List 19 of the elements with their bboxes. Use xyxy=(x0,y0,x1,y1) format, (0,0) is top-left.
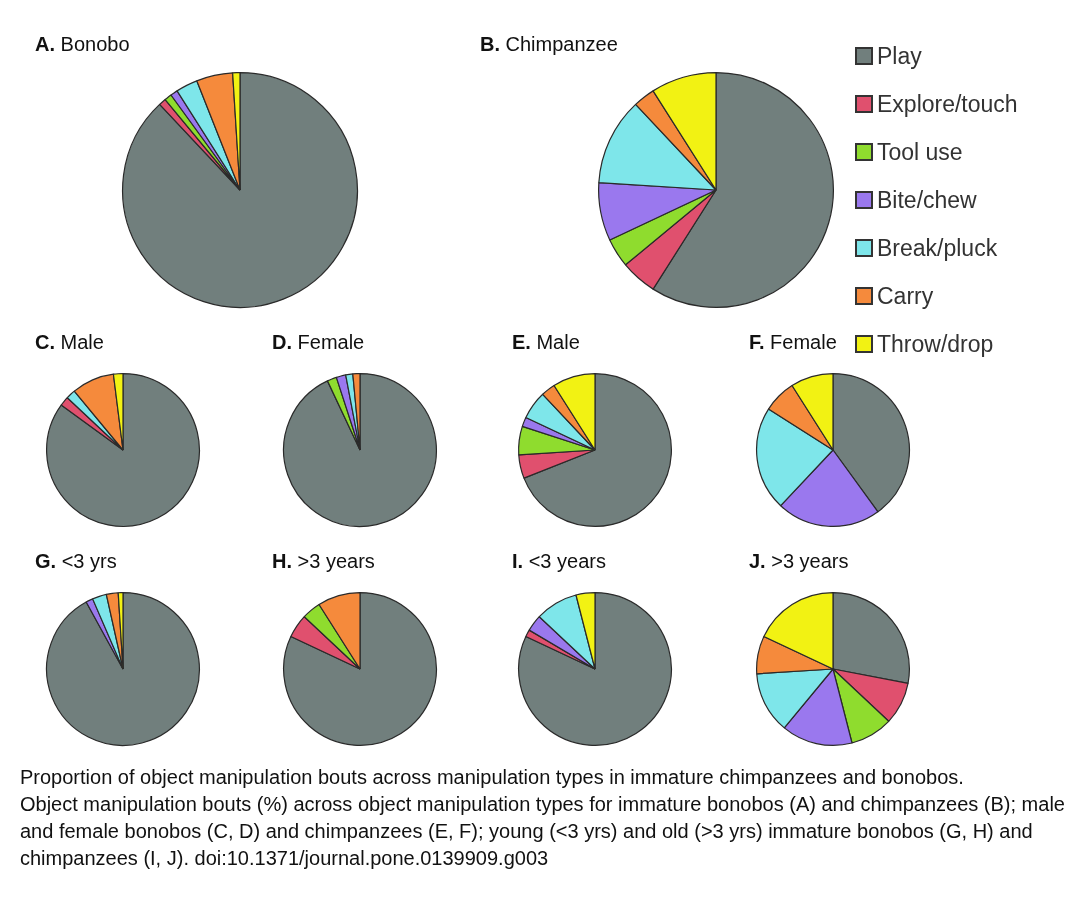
chart-title: A. Bonobo xyxy=(35,33,130,56)
chart-title: F. Female xyxy=(749,331,837,354)
legend-label: Break/pluck xyxy=(876,233,999,263)
text: Proportion of object manipulation bouts across manipulation types in immature chimpanzees and bonobos. xyxy=(20,765,965,790)
chart-title: G. <3 yrs xyxy=(35,550,117,573)
chart-title: D. Female xyxy=(272,331,365,354)
legend-label: Tool use xyxy=(876,137,964,167)
chart-title: I. <3 years xyxy=(512,550,606,573)
chart-title: J. >3 years xyxy=(749,550,849,573)
text: Object manipulation bouts (%) across object manipulation types for immature bonobos (A) and chimpanzees (B); male and female bonobos (C, D) and chimpanzees (E, F); young (<3 yrs) and old (>3 yrs) immature bonobos (G, H) and chimpanzees (I, J). doi:10.1371/journal.pone.0139909.g003 xyxy=(20,792,1065,871)
legend-label: Carry xyxy=(876,281,935,311)
legend-label: Play xyxy=(876,41,923,71)
chart-title: B. Chimpanzee xyxy=(480,33,618,56)
legend-label: Throw/drop xyxy=(876,329,995,359)
chart-title: C. Male xyxy=(35,331,104,354)
chart-title: H. >3 years xyxy=(272,550,375,573)
legend-label: Explore/touch xyxy=(876,89,1018,119)
chart-title: E. Male xyxy=(512,331,580,354)
legend-label: Bite/chew xyxy=(876,185,978,215)
